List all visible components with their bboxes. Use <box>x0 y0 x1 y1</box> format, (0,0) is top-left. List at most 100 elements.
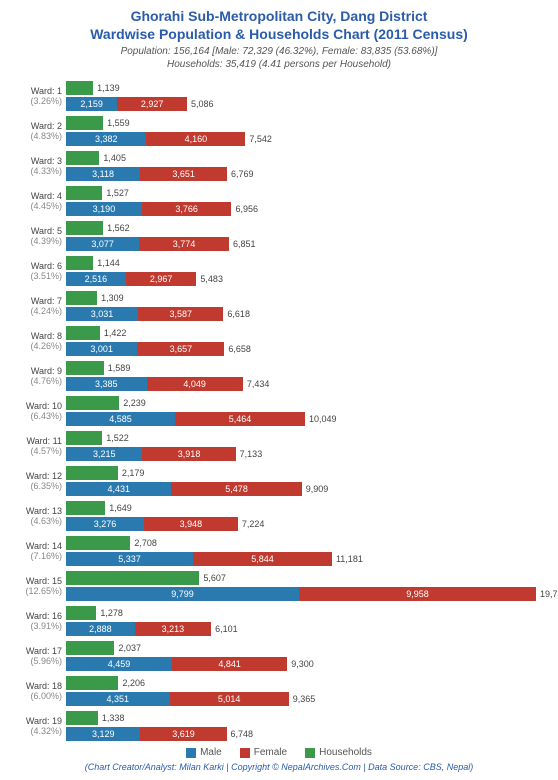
total-value: 6,769 <box>231 169 254 179</box>
ward-bars: 1,6493,2763,9487,224 <box>66 501 548 533</box>
households-bar <box>66 81 93 95</box>
households-value: 2,708 <box>134 538 157 548</box>
population-row: 3,0773,7746,851 <box>66 237 548 251</box>
households-value: 2,037 <box>118 643 141 653</box>
ward-name: Ward: 2 <box>31 121 62 131</box>
male-bar: 3,190 <box>66 202 142 216</box>
ward-label: Ward: 3(4.33%) <box>10 157 66 177</box>
population-row: 3,3854,0497,434 <box>66 377 548 391</box>
households-row: 2,206 <box>66 676 548 690</box>
households-bar <box>66 186 102 200</box>
households-bar <box>66 466 118 480</box>
households-value: 1,278 <box>100 608 123 618</box>
total-value: 9,300 <box>291 659 314 669</box>
chart-title: Ghorahi Sub-Metropolitan City, Dang Dist… <box>10 8 548 43</box>
households-row: 1,649 <box>66 501 548 515</box>
ward-pct: (4.32%) <box>30 726 62 736</box>
ward-name: Ward: 19 <box>26 716 62 726</box>
ward-row: Ward: 19(4.32%)1,3383,1293,6196,748 <box>10 711 548 743</box>
male-bar: 4,351 <box>66 692 170 706</box>
households-value: 2,239 <box>123 398 146 408</box>
ward-row: Ward: 7(4.24%)1,3093,0313,5876,618 <box>10 291 548 323</box>
households-row: 1,559 <box>66 116 548 130</box>
ward-name: Ward: 15 <box>26 576 62 586</box>
legend-swatch <box>305 748 315 758</box>
male-bar: 3,129 <box>66 727 140 741</box>
female-bar: 3,619 <box>140 727 226 741</box>
title-line-1: Ghorahi Sub-Metropolitan City, Dang Dist… <box>10 8 548 26</box>
ward-row: Ward: 10(6.43%)2,2394,5855,46410,049 <box>10 396 548 428</box>
ward-row: Ward: 18(6.00%)2,2064,3515,0149,365 <box>10 676 548 708</box>
total-value: 6,748 <box>231 729 254 739</box>
ward-label: Ward: 16(3.91%) <box>10 612 66 632</box>
households-value: 1,144 <box>97 258 120 268</box>
population-row: 3,2153,9187,133 <box>66 447 548 461</box>
population-row: 2,8883,2136,101 <box>66 622 548 636</box>
total-value: 7,224 <box>242 519 265 529</box>
ward-row: Ward: 8(4.26%)1,4223,0013,6576,658 <box>10 326 548 358</box>
ward-row: Ward: 9(4.76%)1,5893,3854,0497,434 <box>10 361 548 393</box>
ward-pct: (4.45%) <box>30 201 62 211</box>
title-line-2: Wardwise Population & Households Chart (… <box>10 26 548 44</box>
ward-label: Ward: 5(4.39%) <box>10 227 66 247</box>
ward-label: Ward: 17(5.96%) <box>10 647 66 667</box>
male-bar: 3,118 <box>66 167 140 181</box>
ward-name: Ward: 8 <box>31 331 62 341</box>
households-row: 2,037 <box>66 641 548 655</box>
ward-label: Ward: 14(7.16%) <box>10 542 66 562</box>
households-value: 1,649 <box>109 503 132 513</box>
male-bar: 3,382 <box>66 132 146 146</box>
female-bar: 5,844 <box>193 552 332 566</box>
households-value: 1,559 <box>107 118 130 128</box>
ward-label: Ward: 15(12.65%) <box>10 577 66 597</box>
total-value: 6,658 <box>228 344 251 354</box>
households-bar <box>66 711 98 725</box>
female-bar: 5,464 <box>175 412 305 426</box>
population-row: 4,4315,4789,909 <box>66 482 548 496</box>
households-value: 2,179 <box>122 468 145 478</box>
households-row: 1,522 <box>66 431 548 445</box>
wardwise-chart: Ward: 1(3.26%)1,1392,1592,9275,086Ward: … <box>10 81 548 743</box>
households-bar <box>66 326 100 340</box>
female-bar: 3,657 <box>137 342 224 356</box>
female-bar: 4,841 <box>172 657 287 671</box>
population-row: 4,4594,8419,300 <box>66 657 548 671</box>
ward-pct: (4.39%) <box>30 236 62 246</box>
ward-pct: (6.43%) <box>30 411 62 421</box>
households-value: 2,206 <box>122 678 145 688</box>
legend-item: Households <box>305 747 372 758</box>
legend-swatch <box>186 748 196 758</box>
households-bar <box>66 221 103 235</box>
households-value: 5,607 <box>203 573 226 583</box>
total-value: 7,133 <box>240 449 263 459</box>
population-row: 4,3515,0149,365 <box>66 692 548 706</box>
households-bar <box>66 116 103 130</box>
legend-item: Male <box>186 747 222 758</box>
ward-bars: 1,4223,0013,6576,658 <box>66 326 548 358</box>
households-row: 2,179 <box>66 466 548 480</box>
ward-label: Ward: 12(6.35%) <box>10 472 66 492</box>
ward-row: Ward: 13(4.63%)1,6493,2763,9487,224 <box>10 501 548 533</box>
ward-label: Ward: 8(4.26%) <box>10 332 66 352</box>
households-row: 1,422 <box>66 326 548 340</box>
female-bar: 3,587 <box>138 307 223 321</box>
ward-bars: 1,5623,0773,7746,851 <box>66 221 548 253</box>
population-row: 3,3824,1607,542 <box>66 132 548 146</box>
ward-bars: 1,3093,0313,5876,618 <box>66 291 548 323</box>
female-bar: 4,160 <box>146 132 245 146</box>
ward-row: Ward: 15(12.65%)5,6079,7999,95819,757 <box>10 571 548 603</box>
households-bar <box>66 431 102 445</box>
total-value: 6,618 <box>227 309 250 319</box>
ward-pct: (4.24%) <box>30 306 62 316</box>
households-bar <box>66 151 99 165</box>
households-bar <box>66 676 118 690</box>
subtitle-line-1: Population: 156,164 [Male: 72,329 (46.32… <box>10 45 548 58</box>
population-row: 5,3375,84411,181 <box>66 552 548 566</box>
male-bar: 3,077 <box>66 237 139 251</box>
ward-label: Ward: 2(4.83%) <box>10 122 66 142</box>
total-value: 11,181 <box>336 554 363 564</box>
ward-bars: 2,0374,4594,8419,300 <box>66 641 548 673</box>
male-bar: 3,385 <box>66 377 147 391</box>
households-row: 2,708 <box>66 536 548 550</box>
households-row: 1,144 <box>66 256 548 270</box>
